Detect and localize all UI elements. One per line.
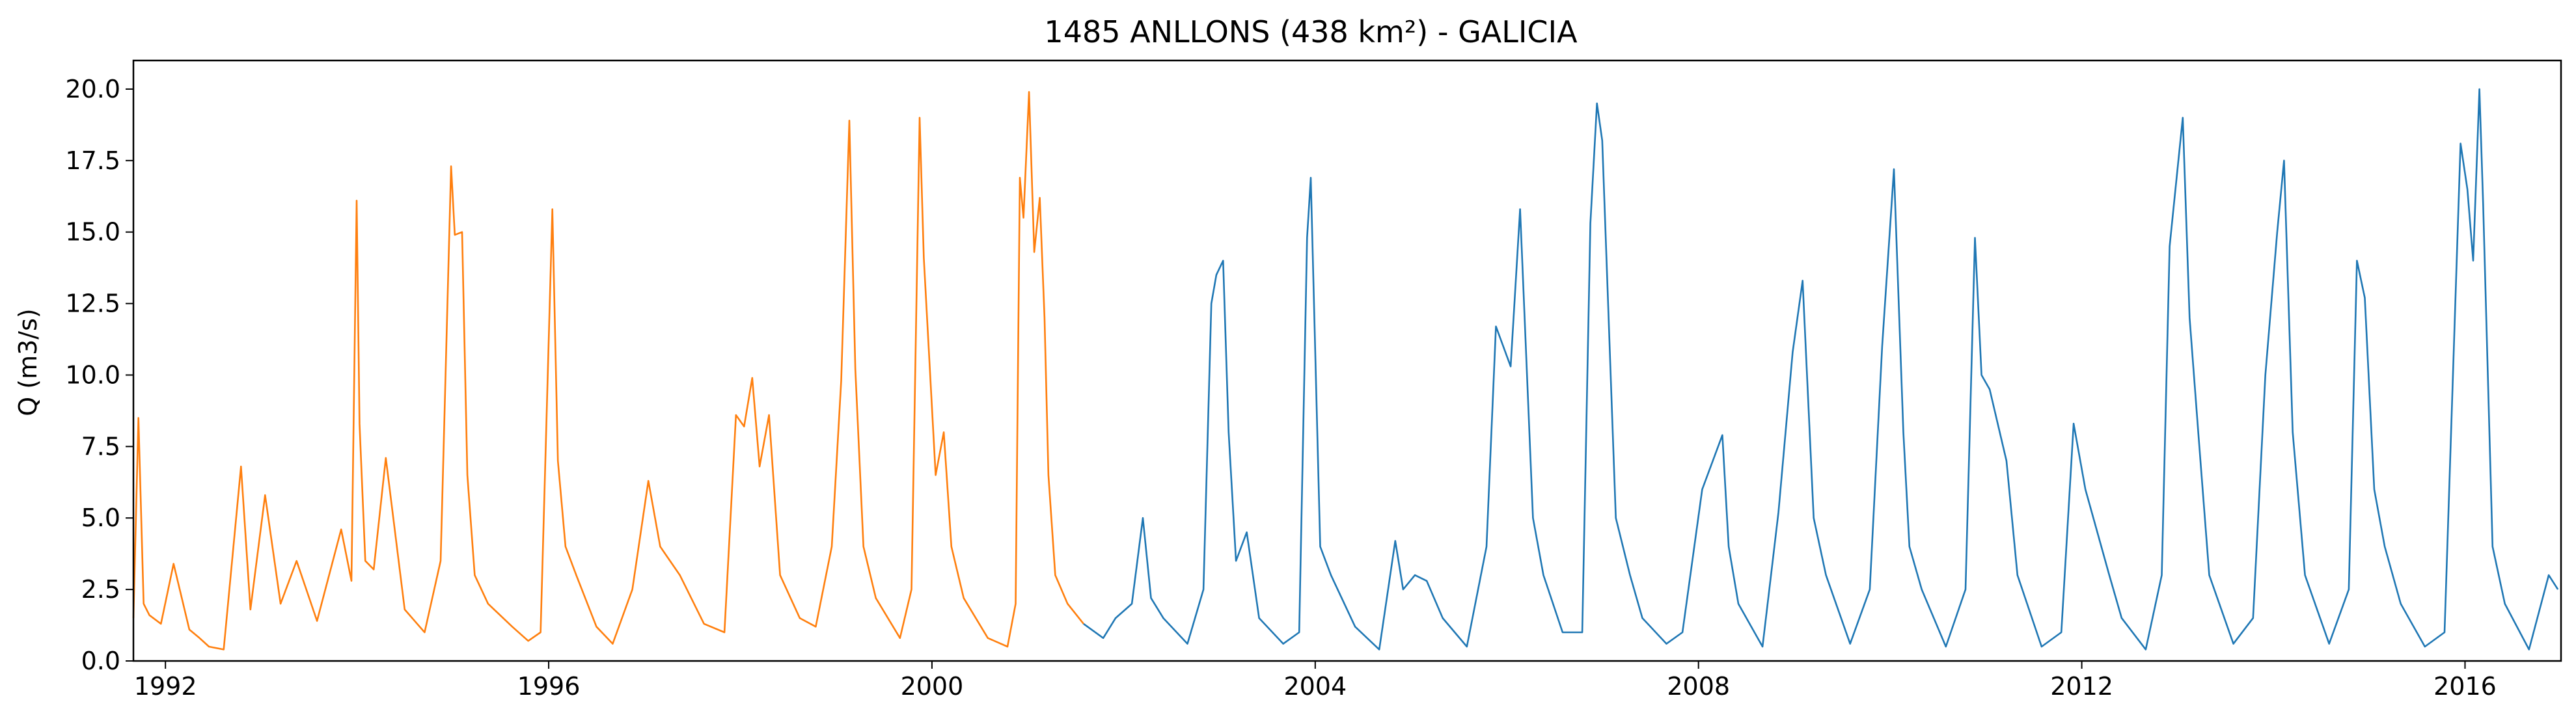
y-tick-label: 17.5 xyxy=(65,146,120,175)
y-tick-label: 15.0 xyxy=(65,218,120,247)
chart-title: 1485 ANLLONS (438 km²) - GALICIA xyxy=(1044,14,1578,49)
series-line-1 xyxy=(132,91,1084,651)
x-tick-label: 2008 xyxy=(1667,672,1730,701)
y-tick-label: 20.0 xyxy=(65,75,120,103)
plot-area xyxy=(132,59,2562,662)
x-tick-label: 1996 xyxy=(517,672,581,701)
series-group xyxy=(132,88,2559,651)
x-tick-label: 2012 xyxy=(2050,672,2113,701)
x-tick-label: 2004 xyxy=(1283,672,1347,701)
x-axis: 1992 1996 2000 2004 2008 2012 2016 xyxy=(134,661,2497,701)
x-tick-label: 2000 xyxy=(901,672,964,701)
axes-frame xyxy=(132,59,2562,662)
y-tick-label: 10.0 xyxy=(65,360,120,389)
y-tick-label: 7.5 xyxy=(81,432,120,461)
y-tick-label: 12.5 xyxy=(65,289,120,318)
x-tick-label: 2016 xyxy=(2433,672,2497,701)
y-tick-label: 5.0 xyxy=(81,504,120,532)
y-axis-label: Q (m3/s) xyxy=(14,308,42,416)
series-line-2 xyxy=(1083,88,2559,651)
y-tick-label: 0.0 xyxy=(81,647,120,675)
y-tick-label: 2.5 xyxy=(81,575,120,604)
x-tick-label: 1992 xyxy=(134,672,197,701)
y-axis: 0.0 2.5 5.0 7.5 10.0 12.5 15.0 17.5 20.0 xyxy=(65,75,133,675)
